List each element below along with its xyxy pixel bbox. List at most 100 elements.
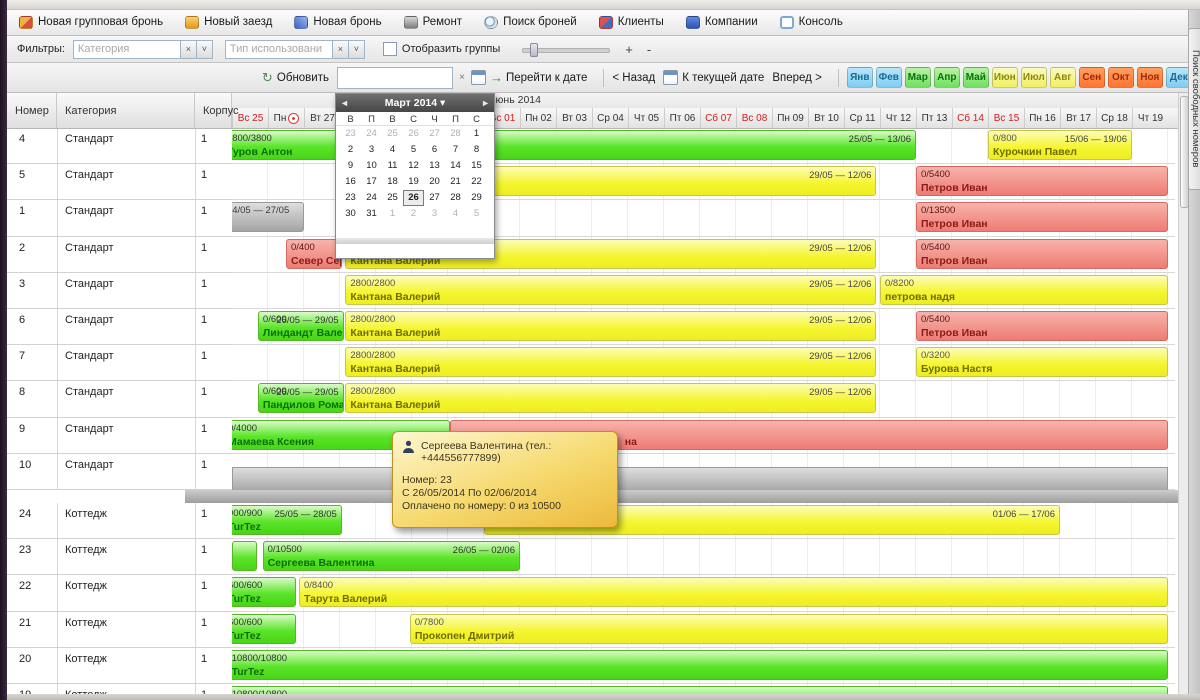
calendar-day[interactable]: 25 (387, 128, 398, 139)
calendar-day[interactable]: 8 (473, 144, 480, 155)
calendar-day[interactable]: 29 (471, 192, 482, 203)
booking-bar[interactable]: 2800/2800 29/05 — 12/06 Кантана Валерий (345, 383, 877, 414)
calendar-prev-icon[interactable]: ◄ (340, 98, 349, 108)
calendar-day[interactable]: 27 (429, 192, 440, 203)
date-column-header[interactable]: Вт 10 (808, 108, 844, 128)
zoom-in-button[interactable]: + (625, 41, 633, 57)
toolbar-button-group-booking[interactable]: Новая групповая бронь (15, 14, 167, 31)
calendar-day[interactable]: 3 (431, 208, 438, 219)
calendar-day[interactable]: 4 (389, 144, 396, 155)
booking-bar[interactable]: 0/7800 Прокопен Дмитрий (409, 613, 1168, 644)
calendar-day[interactable]: 28 (450, 192, 461, 203)
date-column-header[interactable]: Вс 15 (988, 108, 1024, 128)
booking-bar[interactable]: 0/8200 петрова надя (880, 274, 1168, 305)
calendar-day[interactable]: 1 (473, 128, 480, 139)
toolbar-button-repair[interactable]: Ремонт (400, 14, 466, 31)
booking-bar[interactable]: 0/3200 Бурова Настя (916, 347, 1168, 378)
date-column-header[interactable]: Вс 25 (232, 108, 268, 128)
calendar-day[interactable]: 23 (345, 192, 356, 203)
date-clear-icon[interactable]: × (459, 72, 465, 83)
date-column-header[interactable]: Чт 05 (628, 108, 664, 128)
calendar-day[interactable]: 17 (366, 176, 377, 187)
calendar-day[interactable]: 13 (429, 160, 440, 171)
category-clear-icon[interactable]: × (179, 39, 197, 59)
month-button-Янв[interactable]: Янв (846, 67, 873, 88)
usage-clear-icon[interactable]: × (331, 39, 349, 59)
free-rooms-search-tab[interactable]: Поиск свободных номеров (1188, 28, 1200, 190)
toolbar-button-new-booking[interactable]: Новая бронь (290, 14, 385, 31)
date-column-header[interactable]: Пн 16 (1024, 108, 1060, 128)
date-column-header[interactable]: Чт 19 (1132, 108, 1168, 128)
date-column-header[interactable]: Пн (268, 108, 304, 128)
booking-bar[interactable] (232, 541, 258, 572)
toolbar-button-companies[interactable]: Компании (682, 14, 762, 31)
toolbar-button-new-checkin[interactable]: Новый заезд (181, 14, 276, 31)
date-column-header[interactable]: Ср 04 (592, 108, 628, 128)
booking-bar[interactable]: 2800/2800 29/05 — 12/06 Кантана Валерий (345, 311, 877, 341)
toolbar-button-search-bookings[interactable]: Поиск броней (480, 14, 581, 31)
booking-bar[interactable] (232, 466, 1168, 493)
calendar-day[interactable]: 6 (431, 144, 438, 155)
calendar-day[interactable]: 5 (410, 144, 417, 155)
calendar-day[interactable]: 19 (408, 176, 419, 187)
calendar-day[interactable]: 22 (471, 176, 482, 187)
calendar-day[interactable]: 24 (366, 128, 377, 139)
calendar-day[interactable]: 20 (429, 176, 440, 187)
month-button-Фев[interactable]: Фев (875, 67, 902, 88)
category-dropdown-icon[interactable]: ˅ (195, 39, 213, 59)
month-button-Апр[interactable]: Апр (933, 67, 960, 88)
calendar-title[interactable]: Март 2014 ▾ (384, 97, 446, 109)
booking-bar[interactable]: 0/600 26/05 — 29/05 Пандилов Роман (257, 383, 344, 414)
date-column-header[interactable]: Ср 18 (1096, 108, 1132, 128)
calendar-day[interactable]: 31 (366, 208, 377, 219)
booking-bar[interactable]: 900/900 25/05 — 28/05 TurTez (232, 505, 342, 535)
goto-date-input[interactable] (336, 66, 453, 89)
calendar-day[interactable]: 26 (408, 128, 419, 139)
calendar-day[interactable]: 12 (408, 160, 419, 171)
booking-bar[interactable]: 0/5400 Петров Иван (916, 238, 1168, 269)
date-column-header[interactable]: Пт 06 (664, 108, 700, 128)
zoom-slider-handle[interactable] (530, 43, 539, 57)
date-picker-icon[interactable] (470, 70, 486, 85)
month-button-Июл[interactable]: Июл (1020, 67, 1047, 88)
goto-date-button[interactable]: → Перейти к дате (489, 70, 588, 85)
booking-bar[interactable]: 0/8400 Тарута Валерий (298, 577, 1168, 608)
calendar-next-icon[interactable]: ► (481, 98, 490, 108)
calendar-day[interactable]: 7 (452, 144, 459, 155)
zoom-out-button[interactable]: - (646, 41, 652, 57)
date-column-header[interactable]: Чт 12 (880, 108, 916, 128)
usage-type-filter-input[interactable] (224, 39, 333, 59)
calendar-day[interactable]: 16 (345, 176, 356, 187)
booking-bar[interactable]: 0/10500 26/05 — 02/06 Сергеева Валентина (262, 541, 520, 572)
month-button-Май[interactable]: Май (962, 67, 989, 88)
today-button[interactable]: К текущей дате (663, 70, 764, 85)
date-column-header[interactable]: Пн 09 (772, 108, 808, 128)
date-column-header[interactable]: Вт 03 (556, 108, 592, 128)
booking-bar[interactable]: 0/600 26/05 — 29/05 Линдандт Вален (257, 311, 344, 341)
month-button-Ноя[interactable]: Ноя (1136, 67, 1163, 88)
booking-bar[interactable]: 0/800 15/06 — 19/06 Курочкин Павел (988, 130, 1132, 160)
date-column-header[interactable]: Пт 13 (916, 108, 952, 128)
calendar-day[interactable]: 21 (450, 176, 461, 187)
booking-bar[interactable]: 600/600TurTez (232, 577, 297, 608)
booking-bar[interactable]: 600/600TurTez (232, 613, 297, 644)
calendar-day[interactable]: 25 (387, 192, 398, 203)
date-column-header[interactable]: Вс 08 (736, 108, 772, 128)
calendar-day[interactable]: 9 (347, 160, 354, 171)
date-column-header[interactable]: Вт 27 (304, 108, 340, 128)
calendar-day[interactable]: 18 (387, 176, 398, 187)
date-column-header[interactable]: Ср 11 (844, 108, 880, 128)
calendar-day[interactable]: 27 (429, 128, 440, 139)
calendar-day[interactable]: 2 (347, 144, 354, 155)
date-column-header[interactable]: Вт 17 (1060, 108, 1096, 128)
calendar-day[interactable]: 26 (403, 190, 424, 206)
booking-bar[interactable]: 01/06 — 17/06 (484, 505, 1060, 535)
calendar-day[interactable]: 23 (345, 128, 356, 139)
calendar-day[interactable]: 3 (368, 144, 375, 155)
calendar-day[interactable]: 24 (366, 192, 377, 203)
refresh-button[interactable]: ↻ Обновить (262, 69, 329, 85)
calendar-day[interactable]: 10 (366, 160, 377, 171)
calendar-day[interactable]: 1 (389, 208, 396, 219)
